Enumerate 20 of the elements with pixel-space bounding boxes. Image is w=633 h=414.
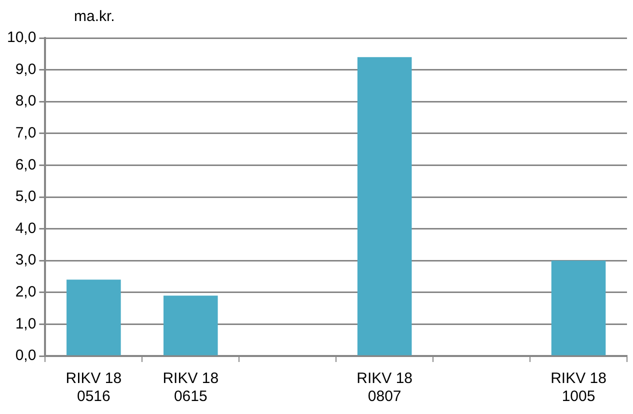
y-tick-label: 0,0 bbox=[15, 347, 36, 364]
bar bbox=[66, 280, 121, 356]
y-tick-label: 8,0 bbox=[15, 92, 36, 110]
y-tick-label: 7,0 bbox=[15, 124, 36, 142]
y-tick-label: 4,0 bbox=[15, 220, 36, 237]
y-axis-title: ma.kr. bbox=[74, 8, 115, 26]
bar bbox=[357, 57, 412, 356]
y-tick-label: 6,0 bbox=[15, 156, 36, 174]
x-tick-label: RIKV 18 0615 bbox=[162, 370, 219, 406]
y-tick-label: 10,0 bbox=[6, 29, 36, 46]
y-tick-label: 9,0 bbox=[15, 60, 36, 78]
bar bbox=[163, 296, 218, 356]
bar bbox=[551, 260, 606, 356]
x-tick-label: RIKV 18 0807 bbox=[356, 370, 413, 406]
x-tick-label: RIKV 18 1005 bbox=[550, 370, 606, 406]
y-tick-label: 2,0 bbox=[15, 284, 36, 301]
y-tick-label: 3,0 bbox=[15, 252, 36, 269]
y-tick-label: 1,0 bbox=[15, 315, 36, 332]
x-tick-label: RIKV 18 0516 bbox=[66, 370, 122, 406]
y-tick-label: 5,0 bbox=[15, 188, 36, 206]
